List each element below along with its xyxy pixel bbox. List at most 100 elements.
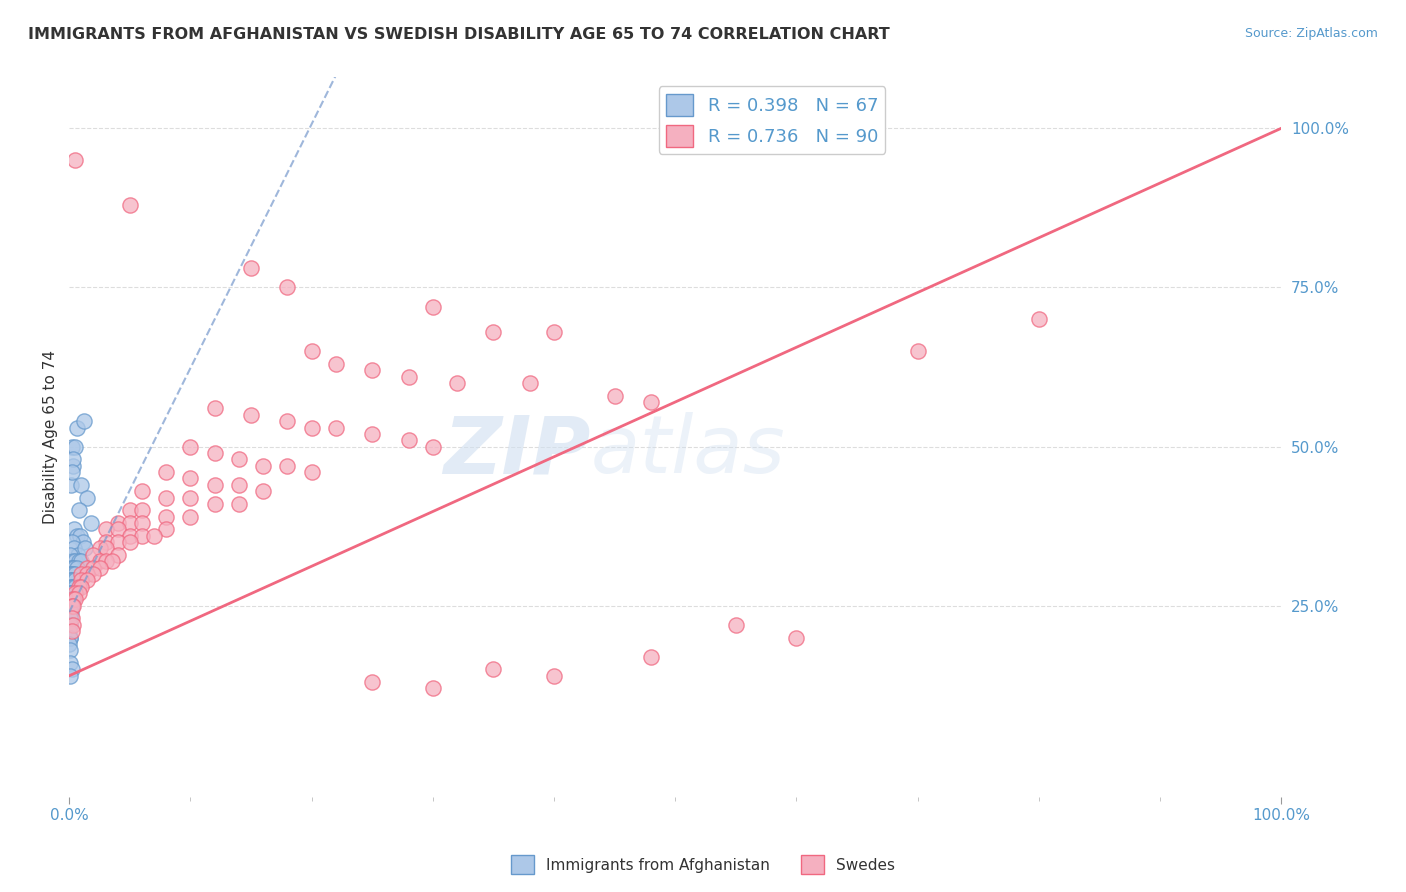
Point xyxy=(252,484,274,499)
Point xyxy=(301,344,323,359)
Point xyxy=(89,554,111,568)
Point xyxy=(131,529,153,543)
Point xyxy=(72,535,94,549)
Point xyxy=(60,586,83,600)
Point xyxy=(76,560,98,574)
Point xyxy=(82,548,104,562)
Point xyxy=(62,592,84,607)
Point xyxy=(59,586,82,600)
Point xyxy=(252,458,274,473)
Point xyxy=(155,465,177,479)
Point xyxy=(59,548,82,562)
Point xyxy=(73,541,96,556)
Point xyxy=(63,541,86,556)
Point xyxy=(80,516,103,530)
Point xyxy=(482,662,505,676)
Text: atlas: atlas xyxy=(591,412,785,491)
Text: Source: ZipAtlas.com: Source: ZipAtlas.com xyxy=(1244,27,1378,40)
Point xyxy=(276,414,298,428)
Point xyxy=(59,574,82,588)
Point xyxy=(519,376,541,390)
Point xyxy=(398,369,420,384)
Point xyxy=(60,535,83,549)
Point xyxy=(69,529,91,543)
Y-axis label: Disability Age 65 to 74: Disability Age 65 to 74 xyxy=(44,350,58,524)
Point xyxy=(67,580,90,594)
Point xyxy=(65,592,87,607)
Point xyxy=(59,656,82,670)
Point xyxy=(118,516,141,530)
Point xyxy=(204,477,226,491)
Point xyxy=(143,529,166,543)
Point xyxy=(155,522,177,536)
Text: ZIP: ZIP xyxy=(443,412,591,491)
Point xyxy=(640,649,662,664)
Point xyxy=(60,566,83,581)
Point xyxy=(301,420,323,434)
Point xyxy=(543,325,565,339)
Point xyxy=(60,440,83,454)
Point xyxy=(62,566,84,581)
Point xyxy=(70,566,93,581)
Point xyxy=(60,560,83,574)
Point xyxy=(361,363,384,377)
Point xyxy=(204,446,226,460)
Point xyxy=(65,580,87,594)
Point xyxy=(724,617,747,632)
Point xyxy=(60,605,83,619)
Point xyxy=(76,566,98,581)
Point xyxy=(59,599,82,613)
Point xyxy=(63,574,86,588)
Point xyxy=(179,491,201,505)
Point xyxy=(482,325,505,339)
Point xyxy=(325,357,347,371)
Point xyxy=(60,599,83,613)
Point xyxy=(59,605,82,619)
Point xyxy=(59,631,82,645)
Point xyxy=(60,580,83,594)
Point xyxy=(398,434,420,448)
Point xyxy=(60,560,83,574)
Point xyxy=(76,491,98,505)
Point xyxy=(82,566,104,581)
Point xyxy=(603,389,626,403)
Point xyxy=(179,471,201,485)
Point xyxy=(422,681,444,696)
Legend: R = 0.398   N = 67, R = 0.736   N = 90: R = 0.398 N = 67, R = 0.736 N = 90 xyxy=(659,87,886,154)
Point xyxy=(240,408,263,422)
Point xyxy=(65,420,87,434)
Point xyxy=(228,497,250,511)
Point xyxy=(76,574,98,588)
Point xyxy=(70,477,93,491)
Point xyxy=(59,566,82,581)
Point xyxy=(60,477,83,491)
Point xyxy=(62,617,84,632)
Point xyxy=(118,198,141,212)
Point xyxy=(70,554,93,568)
Point xyxy=(118,503,141,517)
Point xyxy=(67,586,90,600)
Point xyxy=(107,516,129,530)
Point xyxy=(60,611,83,625)
Point xyxy=(276,280,298,294)
Point xyxy=(228,477,250,491)
Point xyxy=(66,548,89,562)
Point xyxy=(65,554,87,568)
Point xyxy=(58,617,80,632)
Point xyxy=(58,624,80,639)
Point xyxy=(785,631,807,645)
Point xyxy=(240,261,263,276)
Point xyxy=(94,535,117,549)
Point xyxy=(60,599,83,613)
Point xyxy=(59,580,82,594)
Point xyxy=(62,580,84,594)
Point xyxy=(107,522,129,536)
Point xyxy=(60,574,83,588)
Point xyxy=(276,458,298,473)
Point xyxy=(94,554,117,568)
Point xyxy=(94,522,117,536)
Point xyxy=(59,617,82,632)
Point xyxy=(204,497,226,511)
Point xyxy=(59,599,82,613)
Point xyxy=(70,580,93,594)
